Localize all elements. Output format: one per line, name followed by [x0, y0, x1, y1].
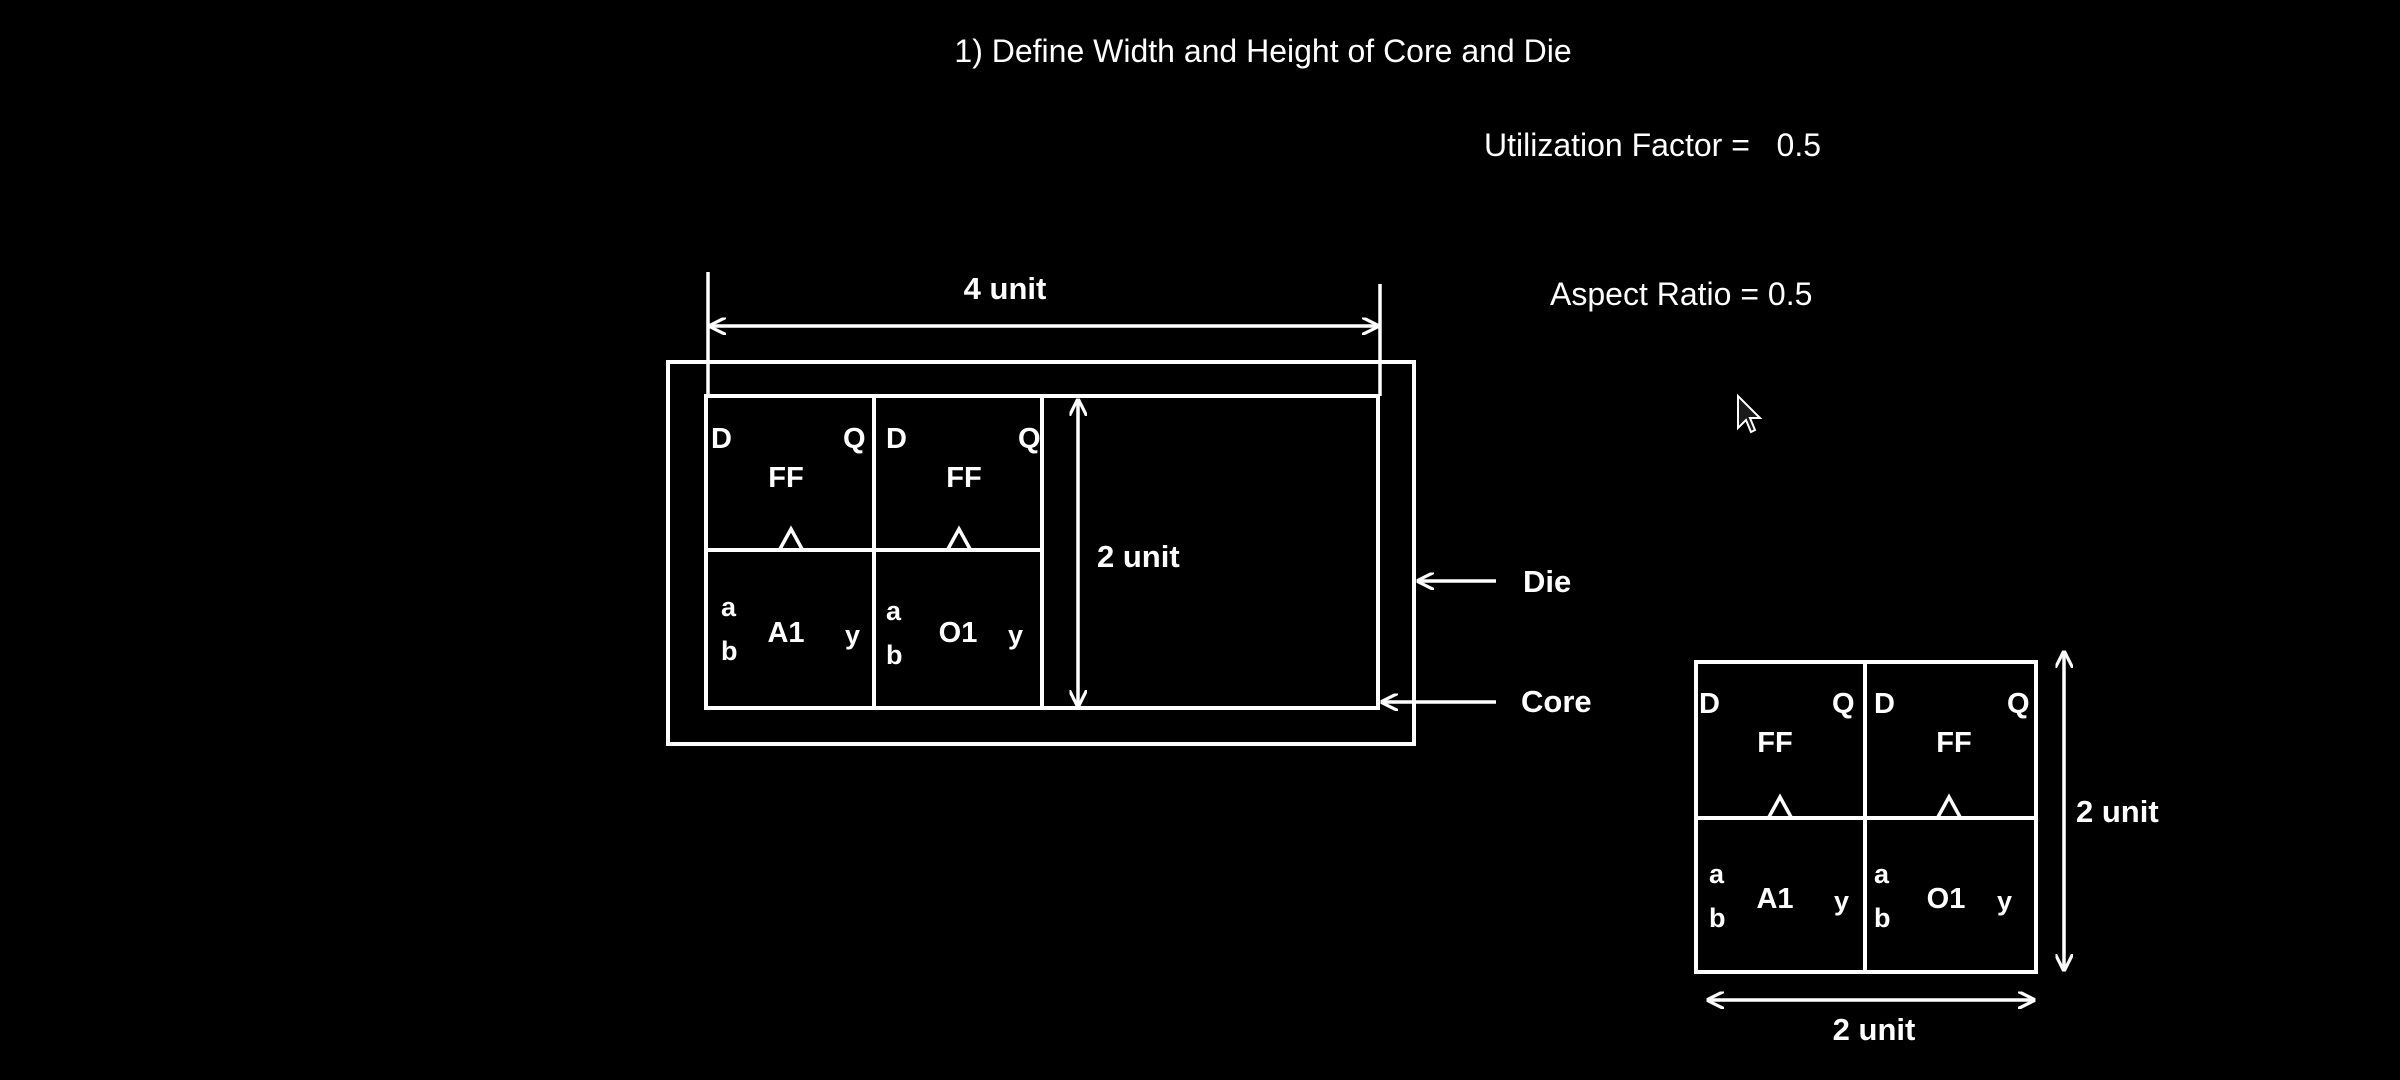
gate-name: A1: [767, 617, 804, 649]
gate-name: A1: [1756, 883, 1793, 915]
utilization-factor-label: Utilization Factor = 0.5: [1484, 127, 1821, 163]
ff-name: FF: [946, 462, 981, 494]
clock-pin-icon: [778, 525, 804, 550]
ff-d-pin: D: [711, 423, 732, 455]
ff-q-pin: Q: [1832, 688, 1855, 720]
flipflop-cell: D Q FF: [886, 423, 1041, 550]
and-gate-cell: a b A1 y: [721, 592, 860, 666]
clock-pin-icon: [1767, 793, 1793, 818]
clock-pin-icon: [946, 525, 972, 550]
flipflop-cell: D Q FF: [1699, 688, 1855, 818]
mouse-cursor-icon: [1737, 393, 1763, 434]
netlist-width-label: 2 unit: [1833, 1012, 1916, 1047]
page-title: 1) Define Width and Height of Core and D…: [954, 33, 1571, 69]
gate-a-pin: a: [886, 596, 902, 626]
gate-a-pin: a: [1709, 859, 1725, 889]
gate-a-pin: a: [721, 592, 737, 622]
and-gate-cell: a b A1 y: [1709, 859, 1849, 933]
netlist-height-label: 2 unit: [2076, 794, 2159, 829]
gate-y-pin: y: [1997, 886, 2012, 916]
gate-a-pin: a: [1874, 859, 1890, 889]
gate-y-pin: y: [1834, 886, 1849, 916]
ff-d-pin: D: [886, 423, 907, 455]
ff-name: FF: [1757, 727, 1792, 759]
ff-name: FF: [768, 462, 803, 494]
die-label: Die: [1523, 564, 1571, 599]
ff-q-pin: Q: [1018, 423, 1041, 455]
gate-y-pin: y: [1008, 620, 1023, 650]
ff-q-pin: Q: [843, 423, 866, 455]
flipflop-cell: D Q FF: [711, 423, 866, 550]
ff-name: FF: [1936, 727, 1971, 759]
ff-d-pin: D: [1699, 688, 1720, 720]
gate-b-pin: b: [721, 636, 738, 666]
or-gate-cell: a b O1 y: [886, 596, 1023, 670]
gate-name: O1: [1927, 883, 1966, 915]
core-label: Core: [1521, 684, 1592, 719]
netlist-block: D Q FF D Q FF a b A1 y a b O1 y 2 unit: [1694, 652, 2159, 1047]
clock-pin-icon: [1936, 793, 1962, 818]
aspect-ratio-label: Aspect Ratio = 0.5: [1550, 276, 1812, 312]
flipflop-cell: D Q FF: [1874, 688, 2030, 818]
gate-y-pin: y: [845, 620, 860, 650]
floorplan: 4 unit 2 unit Die Core D Q FF D Q FF a: [666, 271, 1592, 746]
ff-q-pin: Q: [2007, 688, 2030, 720]
gate-b-pin: b: [886, 640, 903, 670]
gate-b-pin: b: [1874, 903, 1891, 933]
width-dimension-label: 4 unit: [964, 271, 1047, 306]
die-outline: [666, 360, 1416, 746]
ff-d-pin: D: [1874, 688, 1895, 720]
gate-b-pin: b: [1709, 903, 1726, 933]
gate-name: O1: [939, 617, 978, 649]
height-dimension-label: 2 unit: [1097, 539, 1180, 574]
or-gate-cell: a b O1 y: [1874, 859, 2012, 933]
